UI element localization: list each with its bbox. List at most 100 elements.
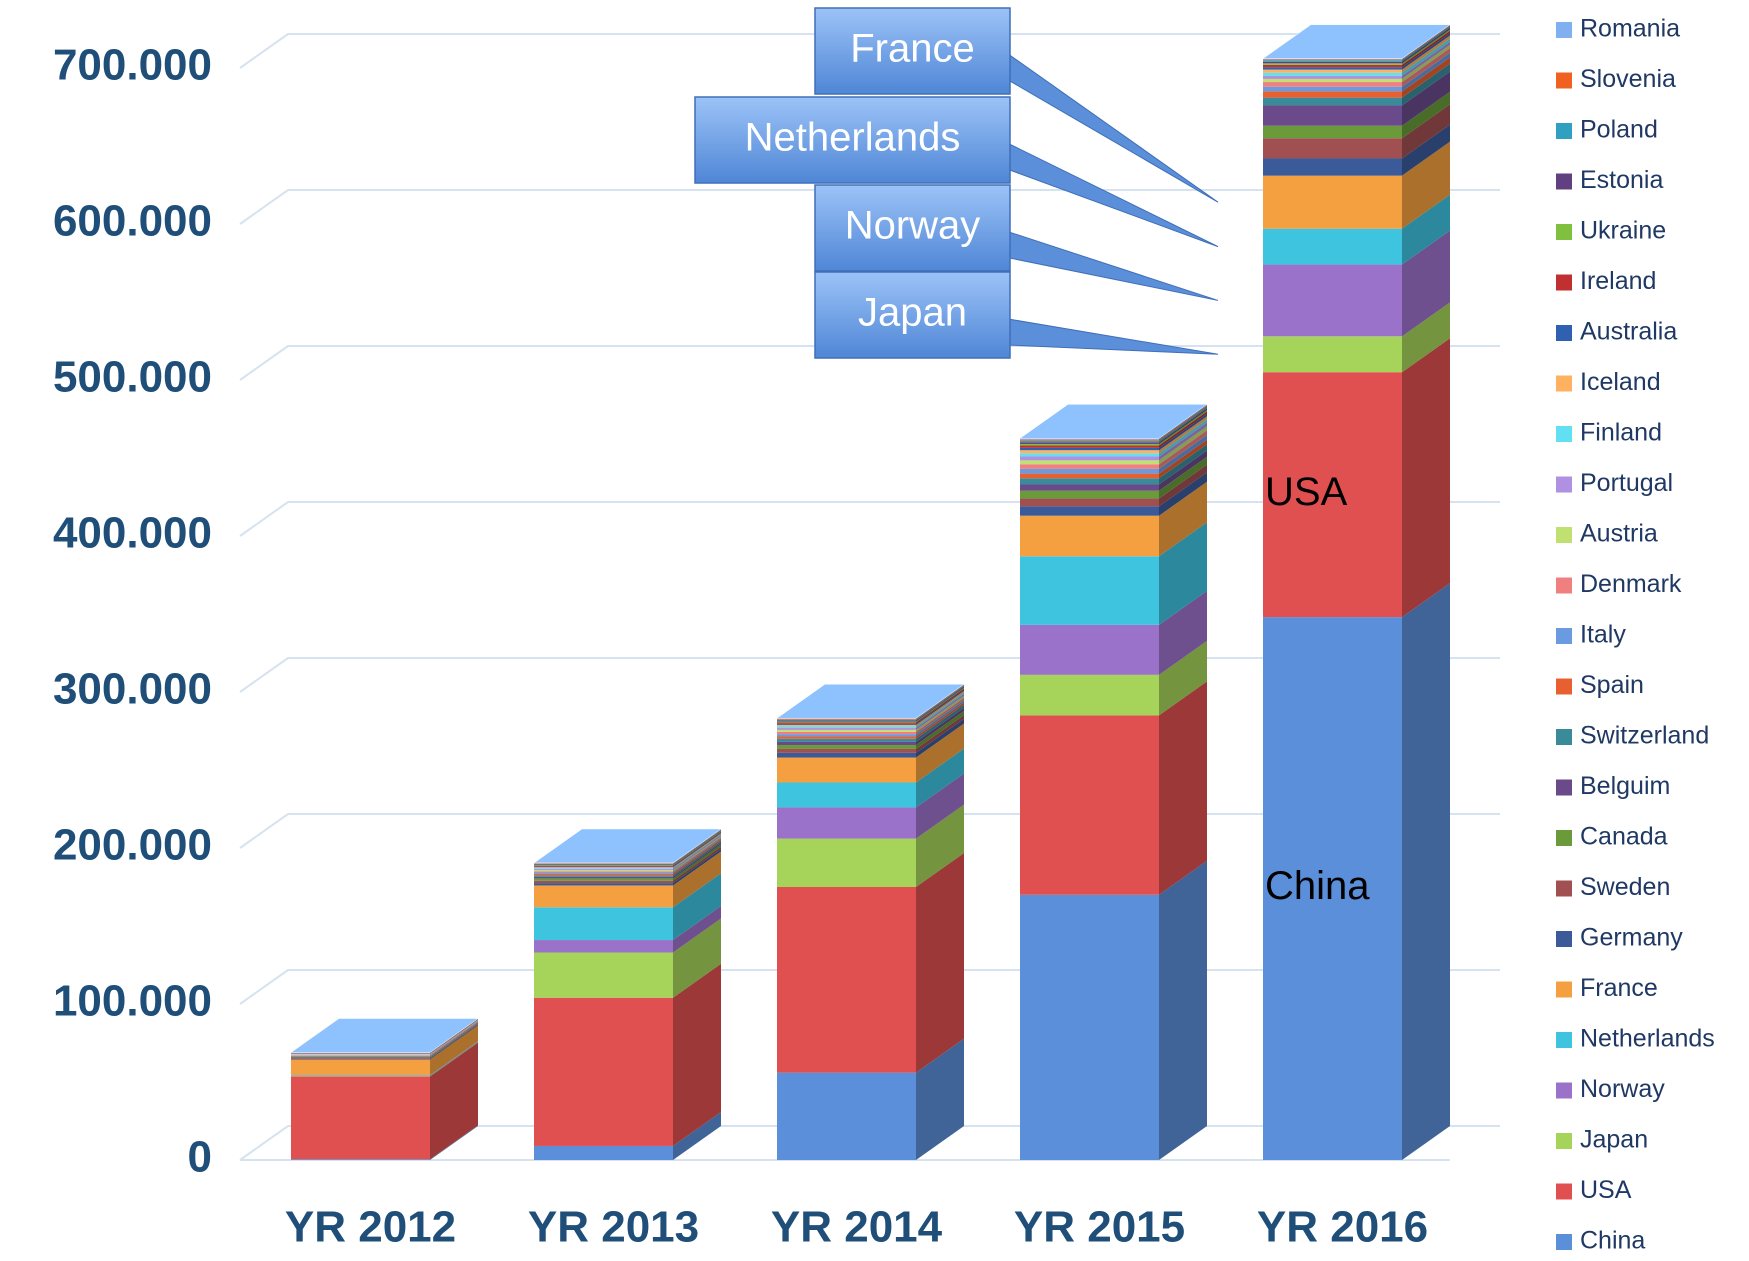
bar-segment [1263,336,1402,373]
bar-segment [534,878,673,881]
bar-segment [1263,175,1402,229]
bar-segment [1263,105,1402,126]
bar-side [1402,52,1450,92]
bar-segment [291,1057,430,1059]
bar-side [673,832,721,868]
bar-segment [777,748,916,753]
bar-side [1402,230,1450,337]
bar-segment [534,885,673,908]
bar-side [1159,409,1207,446]
bar-side [673,838,721,874]
bar-side [673,830,721,866]
bar-segment [1263,264,1402,337]
legend-label: Canada [1580,823,1668,851]
bar-segment [534,871,673,873]
bar-segment [777,757,916,783]
bar-side [1402,63,1450,106]
y-tick-label: 400.000 [53,509,212,558]
bar-side [1159,434,1207,474]
bar-segment [1263,58,1402,60]
bar-side [1402,27,1450,64]
bar-segment [1263,617,1402,1160]
bar-side [916,684,964,720]
bar-segment [1020,674,1159,716]
bar-segment [534,864,673,866]
bar-side [673,839,721,876]
bar-side [1159,419,1207,457]
legend-label: France [1580,974,1658,1002]
bar-side [430,1025,478,1076]
bar-side [430,1022,478,1057]
bar-segment [777,734,916,737]
bar-side [1159,444,1207,485]
bar-segment [291,1058,430,1060]
bar-segment [534,876,673,879]
bar-side [1402,124,1450,176]
bar-segment [1263,64,1402,68]
bar-side [1402,302,1450,373]
bar-side [430,1125,478,1160]
bar-side [673,833,721,869]
bar-side [1159,430,1207,469]
bar-side [430,1023,478,1058]
bar-side [916,685,964,721]
legend-swatch [1556,173,1572,190]
bar-side [1159,405,1207,441]
bar-segment [777,729,916,732]
bar-segment [777,736,916,739]
legend-label: Japan [1580,1126,1648,1154]
legend-label: Romania [1580,15,1680,43]
bar-segment [1020,445,1159,448]
bar-segment [1263,63,1402,65]
bar-segment [777,726,916,729]
legend-label: Portugal [1580,469,1673,497]
bar-segment [1020,453,1159,457]
legend-label: Spain [1580,671,1644,699]
bar-top [1262,24,1451,59]
bar-side [1402,194,1450,265]
y-tick-label: 500.000 [53,353,212,402]
bar-side [916,1038,964,1160]
bar-side [1402,30,1450,68]
bar-segment [777,724,916,727]
bar-side [1159,681,1207,895]
legend-label: USA [1580,1176,1632,1204]
bar-side [916,686,964,722]
bar-segment [1263,372,1402,618]
bar-side [916,711,964,749]
legend-swatch [1556,830,1572,846]
bar-segment [1020,490,1159,499]
bar-side [430,1042,478,1077]
bar-top [533,828,722,864]
legend-swatch [1556,224,1572,240]
bar-segment [1263,138,1402,159]
callout-label: Japan [858,291,967,335]
bar-segment [1263,82,1402,87]
bar-side [1159,413,1207,451]
bar-side [1159,426,1207,465]
bar-side [1159,404,1207,440]
bar-side [1159,640,1207,716]
legend-label: Finland [1580,419,1662,447]
bar-segment [534,1145,673,1160]
bar-side [673,842,721,879]
bar-segment [1020,715,1159,895]
bar-side [916,700,964,737]
bar-segment [777,782,916,808]
bar-side [916,853,964,1073]
bar-side [1159,464,1207,507]
bar-side [1159,472,1207,516]
bar-segment [291,1159,430,1160]
bar-side [673,835,721,871]
legend-swatch [1556,1032,1572,1048]
bar-side [916,694,964,730]
bar-side [916,690,964,727]
bar-segment [1020,460,1159,465]
bar-side [916,707,964,746]
bar-segment [1020,450,1159,454]
legend-label: Estonia [1580,166,1663,194]
bar-side [1159,481,1207,557]
bar-segment [534,865,673,866]
x-tick-label: YR 2013 [528,1203,699,1252]
legend-label: Iceland [1580,368,1661,396]
